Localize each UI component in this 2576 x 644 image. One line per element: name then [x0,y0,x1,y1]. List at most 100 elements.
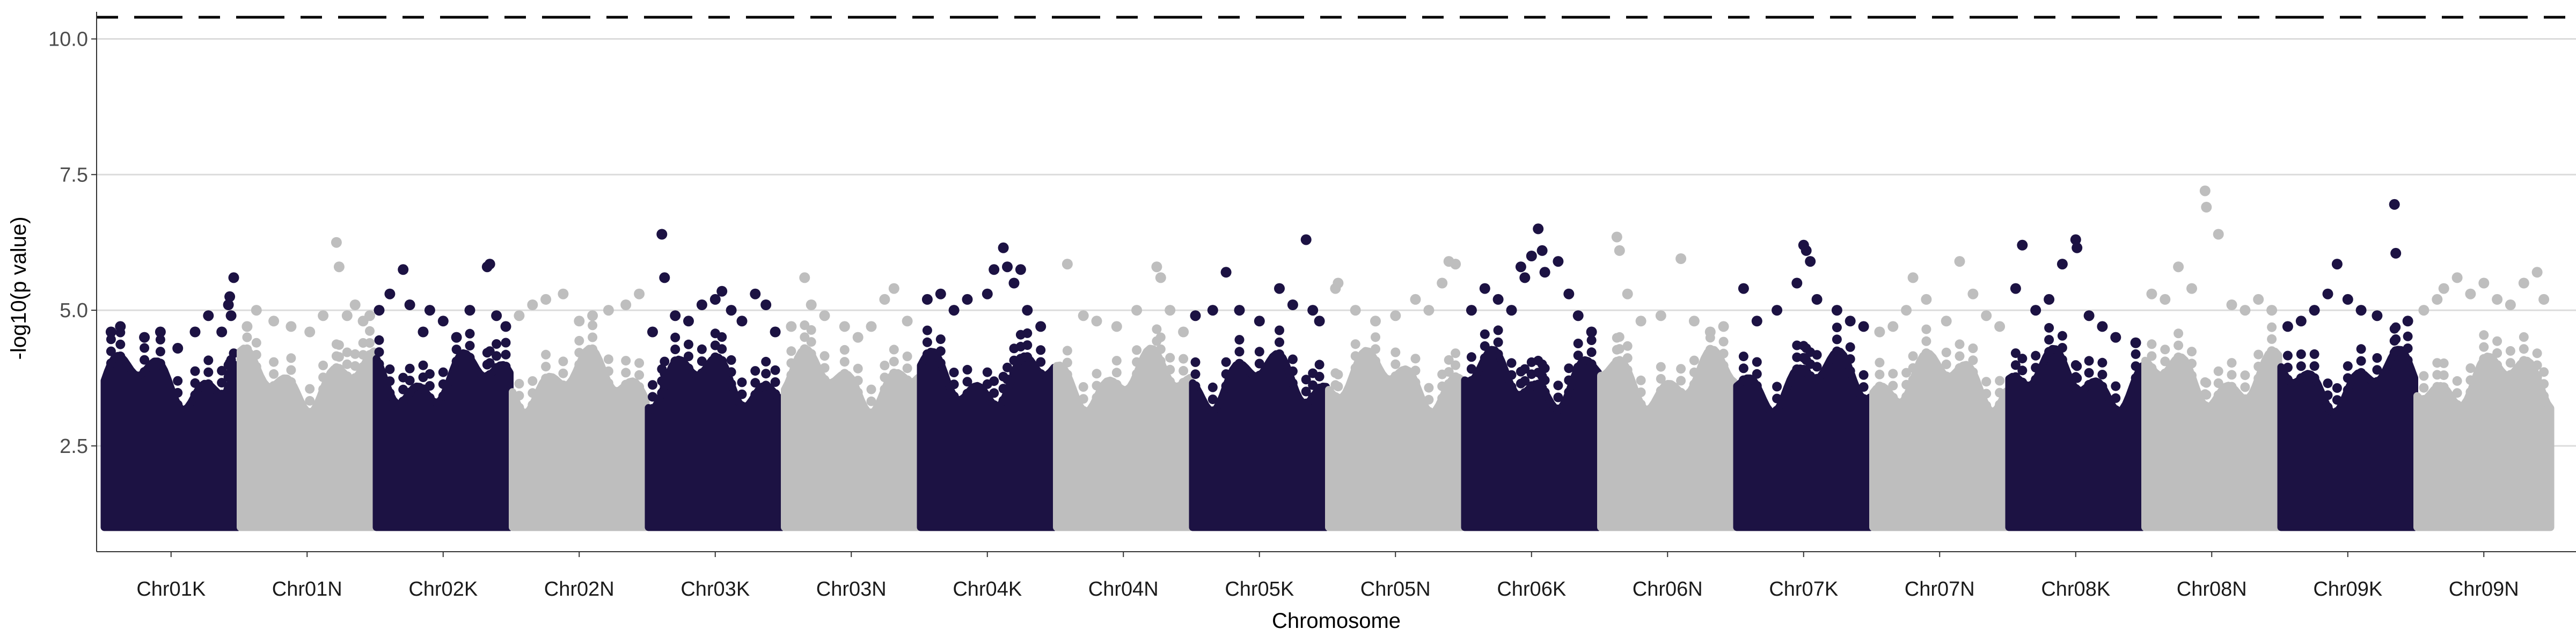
peak-point [1437,277,1448,289]
data-point [190,390,200,400]
data-point [2044,335,2054,345]
data-point [1622,341,1633,351]
peak-point [2199,185,2211,196]
data-point [155,334,165,345]
data-point [203,379,214,389]
data-point [1981,377,1992,387]
peak-point [139,332,150,343]
peak-point [384,288,396,299]
data-point [1656,362,1666,372]
peak-point [1831,305,1842,316]
data-point [1152,324,1162,334]
data-point [2160,356,2170,367]
peak-point [2173,261,2184,273]
peak-point [333,261,345,273]
chromosome-band-chr05n [1325,256,1466,531]
data-point [374,347,384,357]
data-point [761,380,771,391]
peak-point [1533,223,1544,235]
x-tick-label: Chr03N [816,578,887,601]
data-point [819,363,830,373]
data-point [425,393,435,403]
peak-point [1858,321,1869,332]
data-point [750,366,760,376]
data-point [2309,373,2319,383]
peak-point [2072,242,2083,253]
data-point [1410,354,1421,364]
data-point [501,349,511,360]
data-point [902,352,912,361]
data-point [541,349,551,360]
data-point [1092,392,1102,402]
data-point [2097,370,2107,379]
data-point [1451,348,1461,358]
data-point [2201,378,2212,388]
peak-point [2083,310,2095,321]
peak-point [341,310,353,321]
peak-point [1801,245,1812,256]
peak-point [989,264,1000,275]
peak-point [2226,299,2237,310]
data-point [1995,387,2005,398]
data-point [2267,346,2277,356]
data-point [1955,351,1965,361]
chromosome-band-chr04n [1053,259,1194,531]
data-point [670,345,680,354]
data-point [1564,375,1574,385]
data-point [1921,348,1931,358]
data-point [1636,375,1646,385]
data-point [621,368,631,378]
peak-point [1178,326,1189,338]
data-point [1573,350,1583,361]
data-point [1901,379,1912,390]
data-point [334,340,344,350]
data-point [2492,360,2502,370]
data-point [2309,361,2319,371]
data-point [1333,393,1343,404]
data-point [1901,392,1912,402]
data-point [1493,337,1503,347]
data-point [922,325,932,335]
data-point [806,337,816,347]
data-point [1832,323,1842,333]
peak-point [1254,316,1265,327]
data-point [1036,345,1046,355]
data-point [800,332,810,342]
peak-point [1333,277,1344,289]
y-tick-label: 10.0 [48,28,88,51]
data-point [2452,400,2462,410]
x-tick-label: Chr09N [2449,578,2519,601]
peak-point [189,326,201,338]
data-point [621,356,631,366]
data-point [1772,393,1782,404]
peak-point [1307,305,1319,316]
peak-point [251,305,262,316]
peak-point [1287,299,1298,310]
x-tick-label: Chr09K [2313,578,2382,601]
data-point [1832,346,1842,356]
peak-point [1350,305,1361,316]
data-point [2465,363,2476,373]
peak-point [962,294,973,305]
data-point [1738,352,1748,362]
data-point [1845,342,1855,352]
data-point [350,373,360,383]
peak-point [2432,294,2443,305]
peak-point [2505,299,2516,310]
data-points [100,185,2555,531]
peak-point [982,288,993,299]
x-tick-label: Chr08K [2041,578,2110,601]
data-point [2010,360,2021,370]
data-point [670,332,680,342]
peak-point [1738,283,1749,294]
x-tick-label: Chr01N [272,578,342,601]
y-axis-ticks: 2.5 5.0 7.5 10.0 [48,28,97,458]
data-point [1254,370,1264,380]
data-point [528,376,538,386]
data-point [1092,369,1102,379]
data-point [1772,405,1782,415]
y-tick-label: 2.5 [60,435,88,458]
peak-point [268,316,280,327]
peak-point [1220,267,1232,278]
data-point [1165,353,1175,363]
